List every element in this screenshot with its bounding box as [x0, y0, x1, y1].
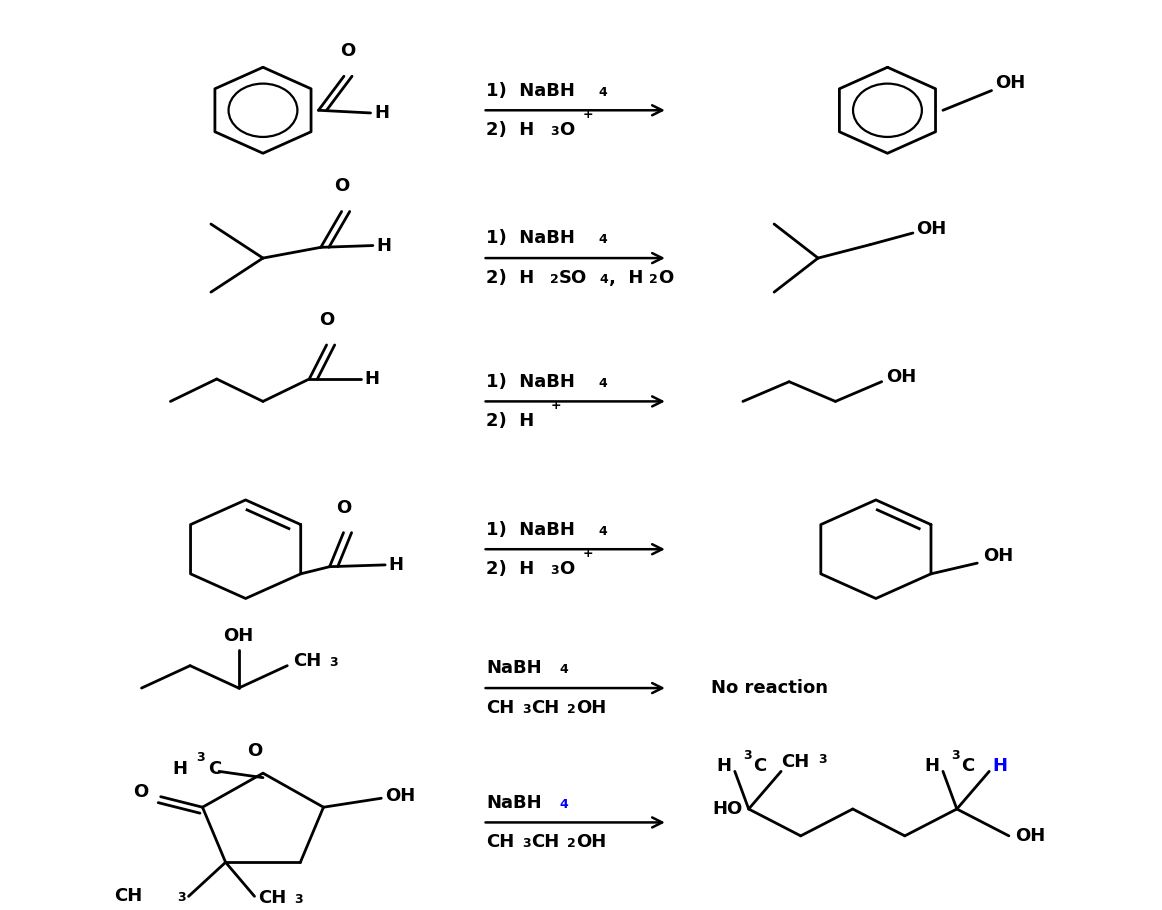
Text: 3: 3 [743, 750, 752, 763]
Text: OH: OH [223, 627, 253, 645]
Text: OH: OH [917, 219, 947, 238]
Text: 3: 3 [522, 837, 531, 850]
Text: 4: 4 [598, 86, 607, 98]
Text: CH: CH [486, 699, 515, 717]
Text: 3: 3 [177, 892, 186, 905]
Text: CH: CH [781, 753, 809, 772]
Text: NaBH: NaBH [486, 660, 541, 677]
Text: +: + [551, 399, 561, 412]
Text: 1)  NaBH: 1) NaBH [486, 82, 575, 99]
Text: O: O [559, 121, 574, 139]
Text: HO: HO [712, 800, 743, 818]
Text: OH: OH [385, 787, 415, 805]
Text: H: H [388, 556, 403, 574]
Text: 2: 2 [550, 273, 559, 286]
Text: 2: 2 [567, 837, 576, 850]
Text: O: O [559, 560, 574, 578]
Text: C: C [753, 757, 767, 775]
Text: C: C [961, 757, 975, 775]
Text: 3: 3 [196, 752, 205, 764]
Text: 1)  NaBH: 1) NaBH [486, 373, 575, 390]
Text: 3: 3 [550, 125, 559, 138]
Text: 3: 3 [818, 753, 826, 766]
Text: O: O [248, 742, 263, 760]
Text: 2)  H: 2) H [486, 560, 535, 578]
Text: 3: 3 [951, 750, 960, 763]
Text: CH: CH [486, 834, 515, 851]
Text: 3: 3 [329, 656, 337, 669]
Text: 2: 2 [650, 273, 658, 286]
Text: H: H [925, 757, 940, 775]
Text: OH: OH [983, 547, 1013, 565]
Text: O: O [659, 268, 674, 287]
Text: OH: OH [1014, 827, 1045, 844]
Text: No reaction: No reaction [710, 679, 827, 697]
Text: H: H [374, 104, 389, 122]
Text: H: H [992, 757, 1007, 775]
Text: 4: 4 [559, 798, 568, 811]
Text: H: H [365, 370, 380, 388]
Text: SO: SO [559, 268, 587, 287]
Text: O: O [336, 499, 351, 517]
Text: O: O [318, 311, 335, 329]
Text: CH: CH [531, 699, 560, 717]
Text: O: O [339, 42, 356, 60]
Text: H: H [376, 237, 392, 255]
Text: CH: CH [293, 652, 322, 670]
Text: +: + [582, 108, 593, 121]
Text: 2)  H: 2) H [486, 268, 535, 287]
Text: 4: 4 [598, 377, 607, 389]
Text: NaBH: NaBH [486, 794, 541, 812]
Text: OH: OH [576, 834, 607, 851]
Text: 3: 3 [294, 894, 302, 906]
Text: 2)  H: 2) H [486, 121, 535, 139]
Text: H: H [173, 760, 188, 778]
Text: 2: 2 [567, 703, 576, 716]
Text: 3: 3 [522, 703, 531, 716]
Text: 4: 4 [600, 273, 608, 286]
Text: OH: OH [576, 699, 607, 717]
Text: C: C [209, 760, 222, 778]
Text: 4: 4 [598, 524, 607, 538]
Text: 1)  NaBH: 1) NaBH [486, 521, 575, 539]
Text: 4: 4 [598, 234, 607, 247]
Text: CH: CH [258, 889, 286, 907]
Text: OH: OH [995, 75, 1025, 93]
Text: CH: CH [531, 834, 560, 851]
Text: H: H [716, 757, 731, 775]
Text: O: O [134, 783, 149, 801]
Text: 1)  NaBH: 1) NaBH [486, 229, 575, 248]
Text: 3: 3 [550, 564, 559, 577]
Text: +: + [582, 547, 593, 560]
Text: CH: CH [114, 887, 142, 905]
Text: OH: OH [887, 369, 917, 386]
Text: 4: 4 [559, 663, 568, 676]
Text: 2)  H: 2) H [486, 412, 535, 430]
Text: ,  H: , H [609, 268, 643, 287]
Text: O: O [333, 177, 350, 196]
